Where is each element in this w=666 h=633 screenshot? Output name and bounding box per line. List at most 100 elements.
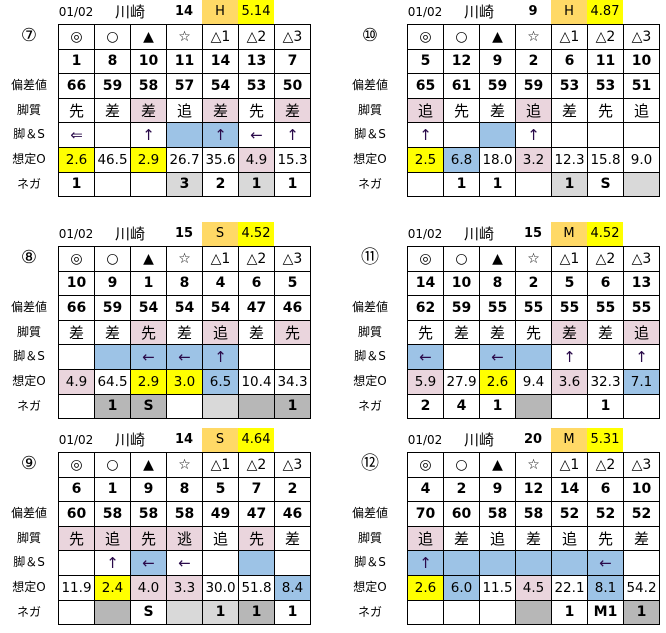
row-label: 脚＆S (13, 555, 45, 570)
horse-number-cell: 12 (443, 48, 480, 75)
race-index: 5.14 (238, 0, 274, 24)
marks-row: ◎ ○ ▲ ☆ △1 △2 △3 (58, 452, 311, 478)
expected-odds-cell: 64.5 (94, 368, 131, 395)
expected-odds-cell: 18.0 (479, 146, 516, 173)
deviation-cell: 60 (443, 501, 480, 527)
mark-cell: △3 (274, 452, 311, 478)
negative-cell: 1 (551, 599, 588, 626)
negative-cell (130, 171, 167, 198)
negative-cell (166, 393, 203, 420)
running-style-cell: 先 (407, 319, 444, 346)
deviation-cell: 53 (587, 73, 624, 99)
negative-cell: 1 (238, 599, 275, 626)
negative-cell (551, 393, 588, 420)
leg-s-cell (443, 550, 480, 576)
expected-odds-cell: 3.2 (515, 146, 552, 173)
row-label: 偏差値 (351, 300, 388, 315)
row-labels: ⑩ 偏差値 脚質 脚＆S 想定O ネガ (333, 24, 407, 196)
leg-s-cell (587, 344, 624, 370)
negative-cell: 2 (407, 393, 444, 420)
deviation-cell: 57 (166, 73, 203, 99)
negative-cell: 1 (94, 393, 131, 420)
expected-odds-cell: 9.0 (623, 146, 660, 173)
mark-cell: ☆ (166, 24, 203, 50)
negative-cell (515, 599, 552, 626)
expected-odds-cell: 15.8 (587, 146, 624, 173)
style-row: 先差差先差差追 (407, 319, 660, 346)
runner-count: 14 (174, 4, 194, 19)
dev-row: 66 59 58 57 54 53 50 (58, 73, 311, 99)
mark-cell: △1 (551, 452, 588, 478)
mark-cell: ☆ (166, 452, 203, 478)
mark-cell: ▲ (479, 24, 516, 50)
leg-s-cell (94, 122, 131, 148)
row-label: ネガ (16, 398, 41, 413)
running-style-cell: 差 (623, 525, 660, 552)
expected-odds-cell: 2.6 (407, 574, 444, 601)
negative-cell (623, 171, 660, 198)
deviation-cell: 55 (623, 295, 660, 321)
race-date: 01/02 (407, 5, 443, 19)
mark-cell: △3 (623, 452, 660, 478)
deviation-cell: 66 (58, 73, 95, 99)
expected-odds-cell: 15.3 (274, 146, 311, 173)
horse-number-cell: 5 (274, 270, 311, 297)
dev-row: 66 59 54 54 54 47 46 (58, 295, 311, 321)
legs-row: ↑ ← ← (58, 550, 311, 576)
mark-cell: ◎ (407, 246, 444, 272)
running-style-cell: 差 (515, 525, 552, 552)
expected-odds-cell: 6.8 (443, 146, 480, 173)
mark-cell: ☆ (166, 246, 203, 272)
running-style-cell: 追 (407, 97, 444, 124)
race-number: ⑪ (361, 247, 379, 268)
expected-odds-cell: 46.5 (94, 146, 131, 173)
leg-s-cell: ⇐ (58, 122, 95, 148)
running-style-cell: 差 (551, 97, 588, 124)
mark-cell: △1 (551, 24, 588, 50)
expected-odds-cell: 22.1 (551, 574, 588, 601)
odds-row: 11.9 2.4 4.0 3.3 30.0 51.8 8.4 (58, 574, 311, 601)
nums-row: 5 12 9 2 6 11 10 (407, 48, 660, 75)
race-number: ⑫ (361, 453, 379, 474)
horse-number-cell: 9 (479, 476, 516, 503)
negative-cell (515, 171, 552, 198)
running-style-cell: 先 (130, 525, 167, 552)
deviation-cell: 46 (274, 295, 311, 321)
nums-row: 1 8 10 11 14 13 7 (58, 48, 311, 75)
running-style-cell: 追 (623, 319, 660, 346)
leg-s-cell (515, 550, 552, 576)
mark-cell: △3 (274, 246, 311, 272)
mark-cell: ◎ (58, 24, 95, 50)
race-header: 01/02 川崎 15 M 4.52 (407, 222, 623, 246)
deviation-cell: 55 (479, 295, 516, 321)
horse-number-cell: 2 (274, 476, 311, 503)
leg-s-cell (443, 344, 480, 370)
race-index: 4.87 (587, 0, 623, 24)
negative-cell: 1 (58, 171, 95, 198)
leg-s-cell (274, 550, 311, 576)
race-table: ◎ ○ ▲ ☆ △1 △2 △3 1 8 10 11 14 13 7 66 59 58 57 54 53 50 先差差追差… (58, 24, 311, 198)
running-style-cell: 追 (407, 525, 444, 552)
deviation-cell: 59 (94, 73, 131, 99)
mark-cell: ▲ (130, 24, 167, 50)
row-label: 脚質 (16, 102, 41, 117)
expected-odds-cell: 6.0 (443, 574, 480, 601)
race-table: ◎ ○ ▲ ☆ △1 △2 △3 5 12 9 2 6 11 10 65 61 59 59 53 53 51 追先差追差先… (407, 24, 660, 198)
deviation-cell: 59 (479, 73, 516, 99)
leg-s-cell (623, 122, 660, 148)
leg-s-cell: ↑ (202, 344, 239, 370)
marks-row: ◎ ○ ▲ ☆ △1 △2 △3 (407, 246, 660, 272)
row-label: 想定O (12, 579, 46, 594)
dev-row: 70 60 58 58 52 52 52 (407, 501, 660, 527)
race-date: 01/02 (58, 433, 94, 447)
style-row: 先追先逃追先差 (58, 525, 311, 552)
running-style-cell: 先 (443, 97, 480, 124)
running-style-cell: 差 (166, 319, 203, 346)
legs-row: ↑ ← (407, 550, 660, 576)
row-label: 脚＆S (354, 127, 386, 142)
track-condition: H (202, 0, 238, 24)
row-labels: ⑪ 偏差値 脚質 脚＆S 想定O ネガ (333, 246, 407, 418)
row-label: 偏差値 (351, 78, 388, 93)
negative-cell: 1 (479, 393, 516, 420)
runner-count: 15 (523, 226, 543, 241)
